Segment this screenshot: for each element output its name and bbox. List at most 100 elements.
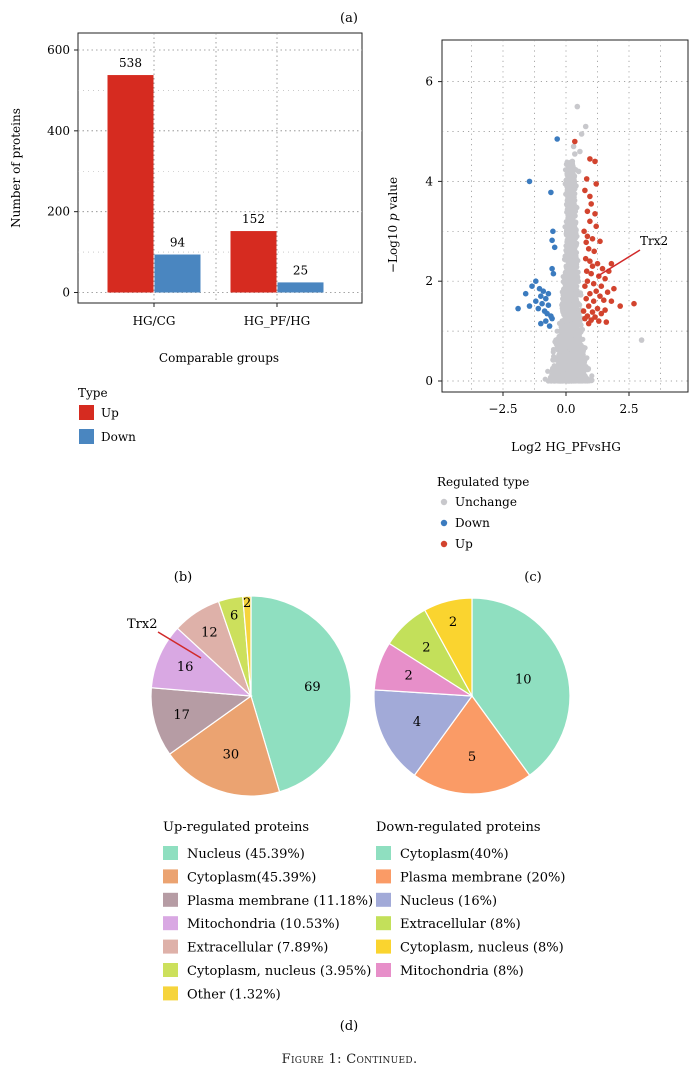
volcano-point-unchange <box>574 311 580 317</box>
volcano-point-unchange <box>572 151 578 157</box>
volcano-point-up <box>592 158 598 165</box>
volcano-point-unchange <box>574 370 580 376</box>
volcano-y-label-italic: p <box>386 213 400 221</box>
volcano-point-up <box>588 270 594 277</box>
volcano-point-up <box>593 181 599 187</box>
pie-down-legend-swatch <box>376 892 391 907</box>
pie-down-slice-label: 2 <box>422 640 430 655</box>
volcano-point-up <box>589 236 596 242</box>
volcano-point-unchange <box>559 337 566 343</box>
bar-y-tick-label: 0 <box>62 286 70 300</box>
volcano-y-label-prefix: −Log10 <box>386 221 400 273</box>
pie-down-slice-3 <box>373 689 474 777</box>
volcano-point-unchange <box>563 281 569 287</box>
panel-label-d: (d) <box>340 1019 358 1034</box>
bar-value-label: 538 <box>119 56 142 70</box>
volcano-point-up <box>594 305 601 312</box>
volcano-point-up <box>592 211 598 217</box>
volcano-point-up <box>580 308 587 314</box>
volcano-point-unchange <box>574 103 581 110</box>
volcano-annotation-label: Trx2 <box>640 234 668 248</box>
volcano-point-up <box>583 176 590 182</box>
volcano-point-up <box>583 268 590 275</box>
volcano-point-unchange <box>586 378 592 384</box>
pie-down-legend-label: Extracellular (8%) <box>400 917 521 932</box>
volcano-point-unchange <box>564 274 570 280</box>
pie-up-slice-label: 6 <box>230 609 238 624</box>
volcano-point-unchange <box>565 200 571 206</box>
pie-down-slice-label: 5 <box>468 750 476 765</box>
pie-up-legend-swatch <box>163 986 178 1001</box>
volcano-point-unchange <box>565 309 572 315</box>
volcano-point-unchange <box>555 340 561 346</box>
volcano-point-unchange <box>576 332 582 339</box>
volcano-point-unchange <box>568 241 574 247</box>
panel-label-c: (c) <box>524 570 541 585</box>
pie-up-slice-2 <box>168 695 281 797</box>
volcano-point-up <box>590 280 597 287</box>
pie-up-legend-title: Up-regulated proteins <box>163 820 309 835</box>
volcano-point-unchange <box>571 204 577 210</box>
pie-up-legend-swatch <box>163 846 178 860</box>
bar-legend-label-up: Up <box>101 406 119 420</box>
bar-y-tick-label: 200 <box>47 205 70 219</box>
volcano-point-up <box>582 255 589 262</box>
pie-down-legend-swatch <box>376 939 391 954</box>
volcano-x-tick-label: −2.5 <box>488 402 517 416</box>
volcano-point-up <box>596 318 602 324</box>
volcano-point-down <box>546 323 553 329</box>
pie-down-legend-title: Down-regulated proteins <box>376 820 541 835</box>
volcano-point-unchange <box>563 228 570 234</box>
volcano-x-axis-label: Log2 HG_PFvsHG <box>511 440 621 454</box>
volcano-series-up <box>572 138 637 327</box>
volcano-point-unchange <box>574 338 581 344</box>
pie-down-legend-swatch <box>376 869 391 884</box>
pie-up-slice-label: 17 <box>173 708 190 723</box>
pie-down-slice-label: 2 <box>404 668 412 683</box>
volcano-legend-marker-up <box>440 540 448 548</box>
volcano-point-up <box>587 193 593 200</box>
volcano-point-up <box>585 303 592 309</box>
volcano-point-unchange <box>565 246 571 252</box>
volcano-point-unchange <box>555 357 561 363</box>
pie-up-legend-swatch <box>163 892 178 907</box>
volcano-point-down <box>548 189 554 196</box>
bar-up-1 <box>107 75 154 293</box>
volcano-point-down <box>550 270 557 277</box>
pie-up-legend-label: Plasma membrane (11.18%) <box>187 894 373 909</box>
volcano-point-up <box>588 201 594 207</box>
bar-x-tick-label: HG/CG <box>133 314 176 328</box>
volcano-point-up <box>599 265 606 272</box>
volcano-point-up <box>617 303 623 309</box>
volcano-point-unchange <box>638 337 645 343</box>
bar-grid <box>78 33 362 303</box>
pie-down-slice-label: 2 <box>449 615 457 630</box>
volcano-point-down <box>545 302 552 309</box>
pie-down-legend-label: Mitochondria (8%) <box>400 964 524 979</box>
volcano-point-unchange <box>577 352 583 358</box>
volcano-point-up <box>589 263 596 270</box>
volcano-point-up <box>594 260 601 267</box>
volcano-point-unchange <box>569 336 575 342</box>
pie-down-legend-label: Plasma membrane (20%) <box>400 870 565 885</box>
volcano-point-unchange <box>565 343 571 349</box>
volcano-point-unchange <box>546 378 552 384</box>
volcano-point-unchange <box>576 316 582 322</box>
pie-up-legend-label: Nucleus (45.39%) <box>187 847 305 862</box>
volcano-point-unchange <box>570 143 577 150</box>
volcano-point-down <box>515 305 521 312</box>
volcano-point-up <box>598 283 605 290</box>
volcano-point-unchange <box>569 158 576 165</box>
volcano-point-down <box>545 290 552 297</box>
volcano-point-up <box>602 307 608 313</box>
volcano-point-up <box>581 228 587 235</box>
volcano-point-unchange <box>561 359 567 365</box>
bar-legend-title: Type <box>78 386 108 400</box>
volcano-point-unchange <box>585 366 592 372</box>
bar-value-label: 25 <box>293 263 308 277</box>
volcano-point-up <box>593 223 599 230</box>
volcano-point-up <box>584 278 591 285</box>
volcano-point-unchange <box>560 309 566 315</box>
volcano-point-unchange <box>571 199 577 206</box>
volcano-point-unchange <box>566 353 572 359</box>
